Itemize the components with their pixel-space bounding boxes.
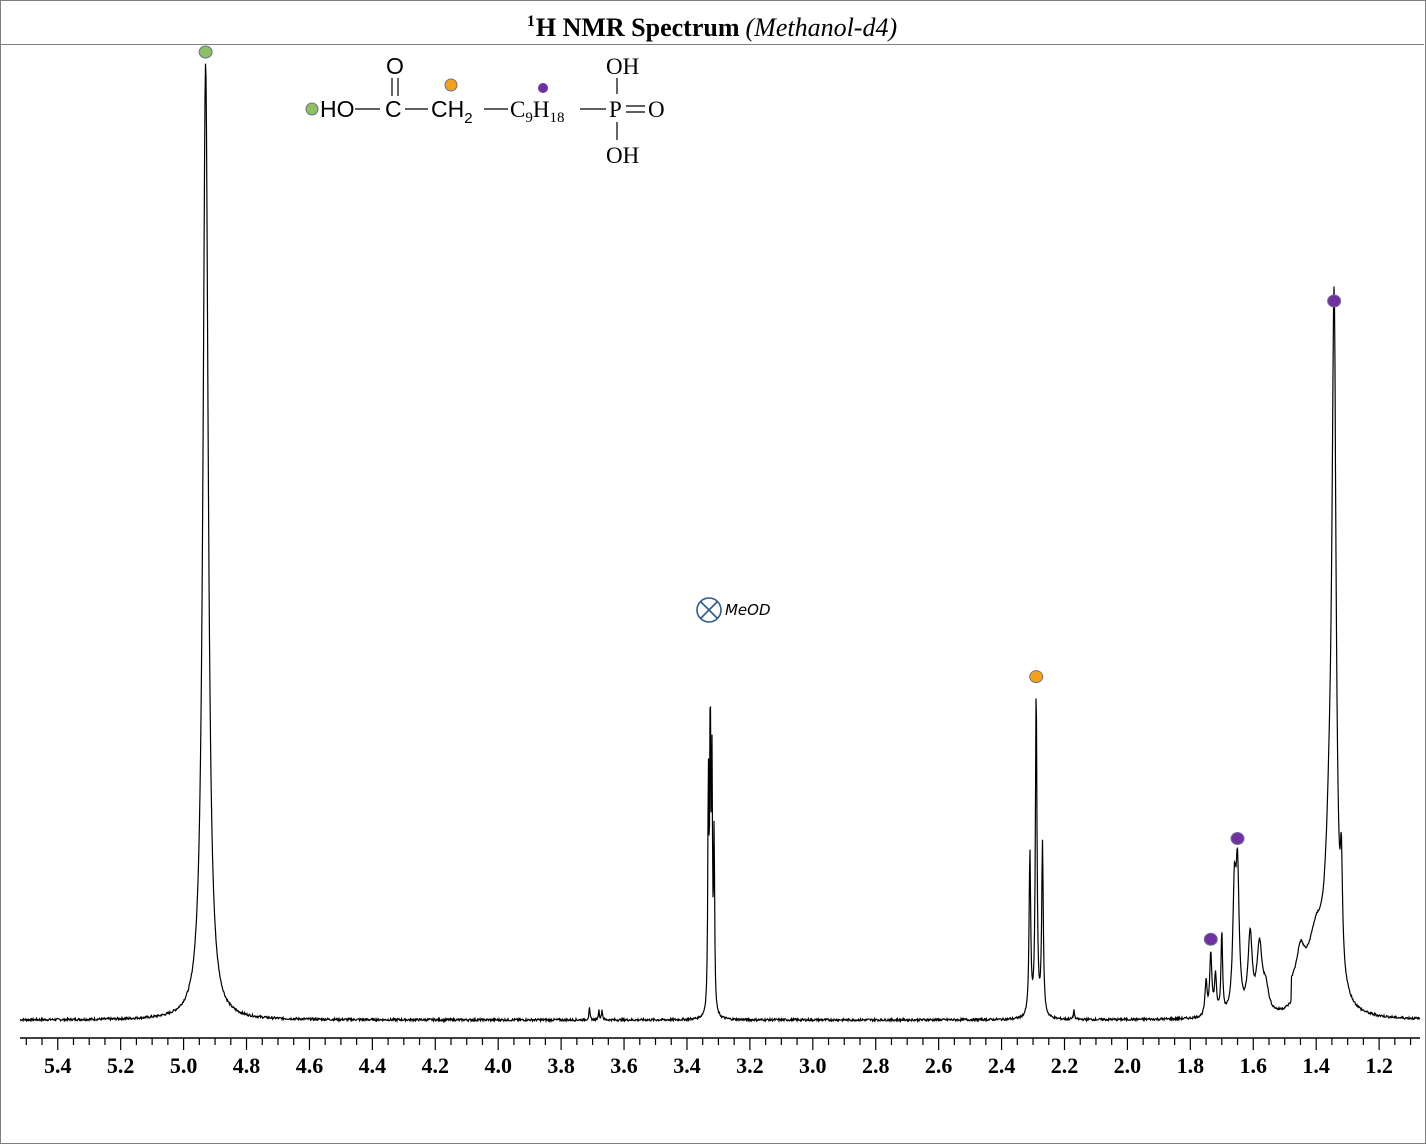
x-tick-label: 4.2 xyxy=(422,1053,450,1078)
x-tick-label: 2.8 xyxy=(862,1053,890,1078)
title-superscript: 1 xyxy=(526,13,535,30)
structure-h18-sub: 18 xyxy=(549,110,564,126)
peak-marker-green xyxy=(198,45,213,59)
x-tick-label: 3.4 xyxy=(673,1053,701,1078)
structure-ho: HO xyxy=(320,96,355,122)
x-tick-label: 5.2 xyxy=(107,1053,135,1078)
x-tick-label: 4.8 xyxy=(233,1053,261,1078)
title-main: H NMR Spectrum xyxy=(535,13,740,42)
x-tick-label: 3.6 xyxy=(610,1053,638,1078)
peak-markers xyxy=(198,45,1342,946)
x-tick-label: 3.0 xyxy=(799,1053,827,1078)
x-tick-label: 1.8 xyxy=(1177,1053,1205,1078)
x-tick-label: 2.4 xyxy=(988,1053,1016,1078)
structure-c9-text: C xyxy=(510,97,525,122)
structure-oh-bottom: OH xyxy=(606,143,639,168)
spectrum-line xyxy=(19,63,1421,1024)
x-tick-label: 1.2 xyxy=(1365,1053,1393,1078)
structure-ch-sub: 2 xyxy=(464,110,472,127)
peak-marker-orange xyxy=(1029,670,1044,684)
peak-marker-purple xyxy=(1203,932,1218,946)
crosshair-line-b xyxy=(699,600,719,620)
x-tick-label: 5.4 xyxy=(44,1053,72,1078)
chart-title: 1H NMR Spectrum (Methanol-d4) xyxy=(0,0,1424,45)
structure-o-phosphoryl: O xyxy=(648,97,665,122)
structure-ch: CH2 xyxy=(431,96,473,127)
x-tick-label: 4.0 xyxy=(484,1053,512,1078)
structure-o-carbonyl: O xyxy=(386,53,404,79)
structure-oh-top: OH xyxy=(606,54,639,79)
x-tick-label: 5.0 xyxy=(170,1053,198,1078)
structure-c9-sub: 9 xyxy=(525,110,533,126)
structure-ch-text: CH xyxy=(431,96,464,122)
structure-c-carbonyl: C xyxy=(385,96,402,122)
structure-c9h18: C9H18 xyxy=(510,97,564,126)
chemical-structure: HO C O CH2 C9H18 P O OH OH xyxy=(305,53,665,168)
structure-dot-chain xyxy=(538,83,548,93)
structure-dot-methylene xyxy=(444,78,458,92)
title-solvent: (Methanol-d4) xyxy=(745,13,898,42)
x-tick-label: 4.6 xyxy=(296,1053,324,1078)
x-tick-label: 3.8 xyxy=(547,1053,575,1078)
x-tick-label: 1.4 xyxy=(1302,1053,1330,1078)
meod-label: MeOD xyxy=(725,601,771,619)
x-tick-label: 3.2 xyxy=(736,1053,764,1078)
structure-p: P xyxy=(609,97,622,122)
peak-marker-purple xyxy=(1230,832,1245,846)
x-tick-label: 2.0 xyxy=(1114,1053,1142,1078)
x-tick-label: 1.6 xyxy=(1240,1053,1268,1078)
x-axis-tick-labels: 5.4 5.2 5.0 4.8 4.6 4.4 4.2 4.0 3.8 3.6 3.4 3.2 3.0 2… xyxy=(44,1053,1393,1078)
x-tick-label: 2.6 xyxy=(925,1053,953,1078)
structure-h18-text: H xyxy=(533,97,550,122)
x-tick-label: 2.2 xyxy=(1051,1053,1079,1078)
structure-dot-hydroxyl xyxy=(305,102,319,116)
x-axis-ticks xyxy=(25,1038,1412,1050)
peak-marker-purple xyxy=(1327,294,1342,308)
meod-annotation: MeOD xyxy=(696,597,771,623)
x-tick-label: 4.4 xyxy=(359,1053,387,1078)
